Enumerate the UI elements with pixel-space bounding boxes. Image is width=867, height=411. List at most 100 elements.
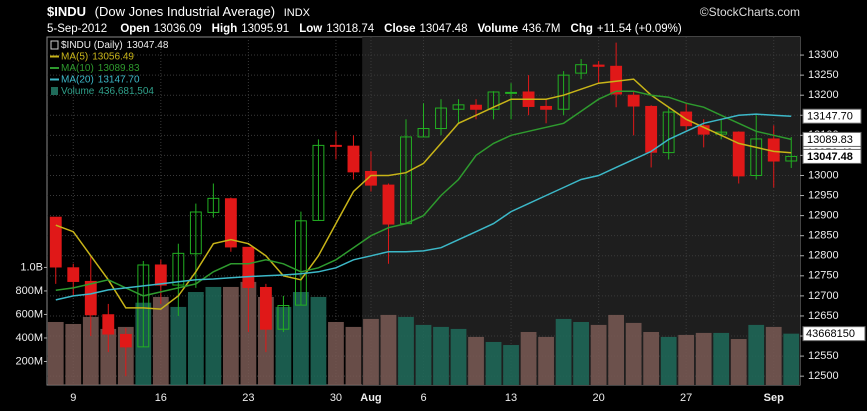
volume-bar bbox=[433, 326, 449, 385]
info-date: 5-Sep-2012 bbox=[47, 23, 107, 35]
info-value: 13047.48 bbox=[420, 23, 468, 35]
candle-body bbox=[224, 198, 237, 248]
volume-bar bbox=[380, 314, 397, 385]
info-value: 13095.91 bbox=[241, 23, 289, 35]
candle-body bbox=[592, 64, 605, 67]
volume-bar bbox=[625, 322, 642, 385]
candle-body bbox=[67, 267, 80, 282]
volume-bar bbox=[363, 318, 379, 385]
value-box bbox=[802, 108, 862, 124]
candle-body bbox=[137, 264, 150, 348]
candle-body bbox=[470, 104, 482, 110]
volume-bar bbox=[660, 336, 677, 385]
candle-body bbox=[330, 144, 342, 147]
legend-name: Volume bbox=[61, 86, 95, 97]
exchange: INDX bbox=[284, 7, 311, 19]
volume-bar bbox=[398, 316, 414, 385]
candle-body bbox=[365, 170, 377, 186]
candle-body bbox=[627, 94, 640, 107]
legend-value: 13147.70 bbox=[98, 74, 140, 85]
header-title: $INDU (Dow Jones Industrial Average) IND… bbox=[47, 4, 311, 19]
y-tick-label: 12850 bbox=[808, 230, 839, 242]
volume-bar bbox=[328, 321, 344, 385]
value-box bbox=[802, 131, 862, 147]
volume-bar bbox=[468, 336, 484, 385]
volume-bar bbox=[538, 336, 554, 385]
x-tick-label: 30 bbox=[330, 392, 342, 404]
legend-value: 13089.83 bbox=[98, 63, 140, 74]
candle-body bbox=[242, 246, 255, 288]
x-tick-label: 23 bbox=[242, 392, 254, 404]
candle-body bbox=[540, 105, 553, 110]
volume-bar bbox=[590, 324, 607, 385]
volume-bar bbox=[205, 286, 222, 385]
candle-body bbox=[575, 64, 588, 74]
candle-body bbox=[400, 136, 412, 225]
y-tick-label: 12800 bbox=[808, 250, 839, 262]
chart-subtitle: (Dow Jones Industrial Average) bbox=[95, 4, 275, 19]
y-tick-label: 13000 bbox=[808, 169, 839, 181]
candle-body bbox=[294, 220, 307, 306]
candle-body bbox=[557, 74, 570, 110]
y-tick-label: 12550 bbox=[808, 350, 839, 362]
candle-body bbox=[382, 184, 395, 225]
volume-bar bbox=[713, 332, 730, 385]
ma-line bbox=[55, 90, 792, 297]
legend-value: 436,681,504 bbox=[98, 86, 154, 97]
value-box-label: 13047.48 bbox=[807, 151, 853, 163]
volume-bar bbox=[695, 332, 712, 385]
volume-bar bbox=[415, 324, 432, 385]
candle-body bbox=[662, 111, 675, 154]
volume-bar bbox=[65, 323, 82, 385]
value-box-label: 13147.70 bbox=[807, 111, 853, 123]
volume-tick-label: 600M bbox=[15, 308, 43, 320]
volume-bar bbox=[222, 286, 239, 385]
candle-body bbox=[347, 145, 360, 173]
info-value: 13018.74 bbox=[326, 23, 375, 35]
legend-value: 13056.49 bbox=[92, 51, 134, 62]
volume-tick-label: 1.0B bbox=[20, 261, 43, 273]
value-box-label: 13089.83 bbox=[807, 134, 853, 146]
volume-tick-label: 400M bbox=[15, 332, 43, 344]
candle-body bbox=[435, 107, 447, 130]
candle-body bbox=[102, 314, 115, 335]
candle-body bbox=[645, 105, 658, 153]
volume-bar bbox=[82, 316, 99, 385]
volume-bar bbox=[730, 339, 747, 385]
candle-body bbox=[154, 264, 167, 286]
x-tick-label: 9 bbox=[70, 392, 76, 404]
volume-bar bbox=[275, 306, 292, 385]
credit: ©StockCharts.com bbox=[700, 5, 800, 19]
info-label: High bbox=[212, 23, 238, 35]
info-label: Open bbox=[120, 23, 149, 35]
legend-entry: Volume 436,681,504 bbox=[61, 86, 154, 97]
info-label: Volume bbox=[477, 23, 518, 35]
volume-box bbox=[802, 326, 866, 342]
volume-bar bbox=[293, 292, 309, 385]
volume-bar bbox=[503, 345, 519, 385]
candle-body bbox=[417, 128, 430, 138]
candle-body bbox=[172, 252, 185, 286]
candle-body bbox=[487, 91, 500, 110]
y-tick-label: 12500 bbox=[808, 370, 839, 382]
y-tick-label: 12650 bbox=[808, 310, 839, 322]
volume-bar bbox=[678, 334, 695, 385]
legend-entry: $INDU (Daily) 13047.48 bbox=[61, 40, 169, 51]
y-tick-label: 12750 bbox=[808, 270, 839, 282]
candle-body bbox=[785, 155, 798, 162]
y-tick-label: 13300 bbox=[808, 49, 839, 61]
candle-body bbox=[452, 104, 465, 110]
x-tick-label: Sep bbox=[764, 392, 784, 404]
x-tick-label: 16 bbox=[155, 392, 167, 404]
volume-tick-label: 200M bbox=[15, 355, 43, 367]
ma-line bbox=[55, 113, 792, 301]
y-tick-label: 13250 bbox=[808, 69, 839, 81]
x-tick-label: 13 bbox=[505, 392, 517, 404]
volume-bar bbox=[345, 326, 362, 385]
legend-name: MA(10) bbox=[61, 63, 94, 74]
volume-bar bbox=[643, 331, 660, 385]
legend-name: $INDU (Daily) bbox=[61, 40, 123, 51]
legend-name: MA(20) bbox=[61, 74, 94, 85]
legend-icon bbox=[50, 40, 59, 50]
legend-name: MA(5) bbox=[61, 51, 88, 62]
